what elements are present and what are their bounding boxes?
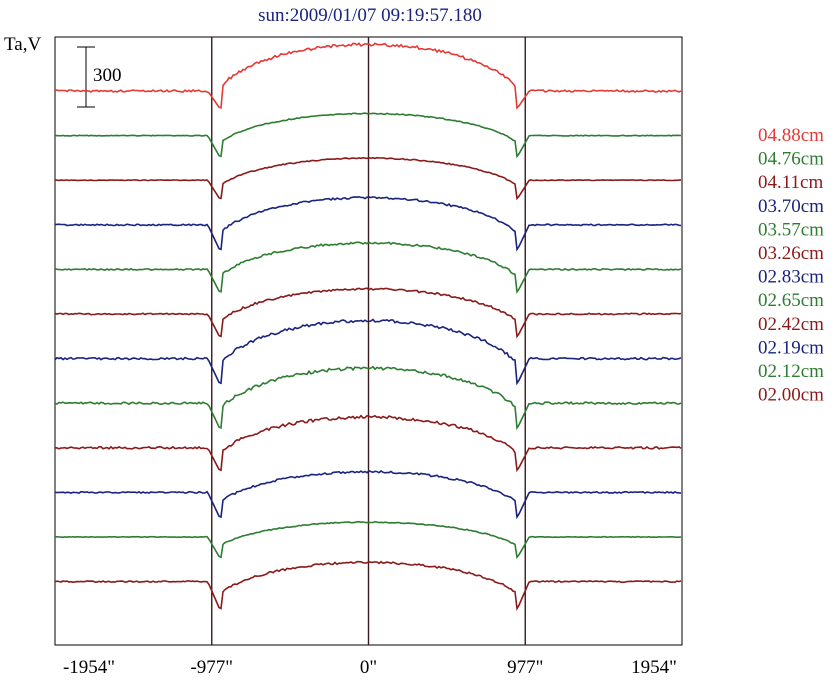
scale-bar: 300 bbox=[77, 46, 122, 108]
y-axis-label: Ta,V bbox=[4, 34, 41, 55]
x-tick-label: 1954" bbox=[631, 657, 677, 678]
series-line-04.88cm bbox=[54, 42, 682, 110]
legend-entry: 04.76cm bbox=[758, 149, 824, 170]
legend-entry: 02.00cm bbox=[758, 385, 824, 406]
legend-entry: 03.57cm bbox=[758, 219, 824, 240]
scale-bar-label: 300 bbox=[93, 65, 122, 86]
x-tick-label: 0" bbox=[360, 657, 377, 678]
legend-entry: 03.70cm bbox=[758, 196, 824, 217]
legend-entry: 02.12cm bbox=[758, 361, 824, 382]
series-lines bbox=[54, 42, 682, 611]
series-line-04.11cm bbox=[54, 156, 682, 201]
x-tick-labels: -1954" -977" 0" 977" 1954" bbox=[63, 657, 677, 678]
legend-entry: 04.11cm bbox=[758, 172, 823, 193]
series-line-02.00cm bbox=[54, 560, 682, 611]
legend-entry: 02.42cm bbox=[758, 314, 824, 335]
legend-entry: 02.19cm bbox=[758, 337, 824, 358]
x-tick-label: 977" bbox=[507, 657, 543, 678]
series-line-02.42cm bbox=[54, 414, 682, 473]
x-tick-label: -977" bbox=[190, 657, 233, 678]
series-line-02.83cm bbox=[54, 318, 682, 386]
vertical-lines bbox=[211, 37, 526, 645]
series-line-02.65cm bbox=[54, 365, 682, 431]
legend-entry: 02.65cm bbox=[758, 290, 824, 311]
series-line-02.19cm bbox=[54, 469, 681, 520]
legend-entry: 02.83cm bbox=[758, 267, 824, 288]
series-line-03.57cm bbox=[54, 241, 682, 294]
legend-entry: 03.26cm bbox=[758, 243, 824, 264]
series-line-03.70cm bbox=[54, 195, 682, 252]
x-tick-label: -1954" bbox=[63, 657, 115, 678]
legend-entry: 04.88cm bbox=[758, 125, 824, 146]
series-line-04.76cm bbox=[54, 112, 682, 159]
chart-title: sun:2009/01/07 09:19:57.180 bbox=[258, 5, 482, 26]
series-line-02.12cm bbox=[54, 520, 682, 560]
series-line-03.26cm bbox=[54, 287, 682, 339]
